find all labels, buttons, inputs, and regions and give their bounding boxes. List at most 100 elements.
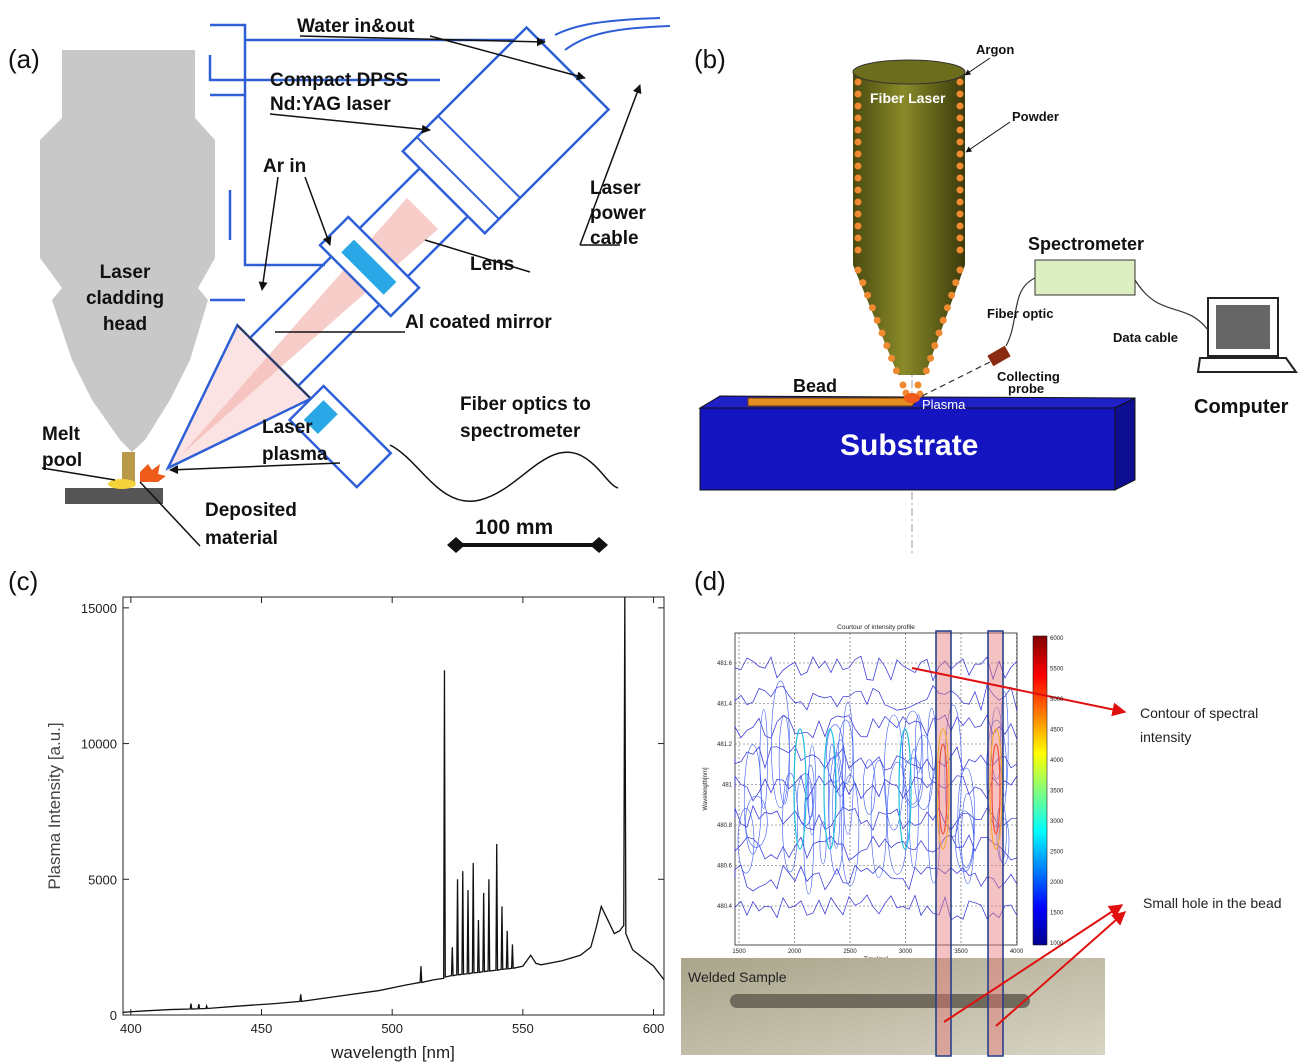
contour-y-tick: 480.4 [717,904,733,910]
panel-c: (c) Plasma Intensity [a.u.] wavelength [… [8,566,665,1062]
contour-ring [936,728,950,850]
contour-y-tick: 481.2 [717,742,733,748]
colorbar-tick: 5500 [1050,667,1064,673]
label: material [205,528,278,549]
nozzle-body [853,72,965,265]
contour-ring [915,714,922,774]
panel-d: (d) Courtour of intensity profile Time[m… [681,566,1282,1057]
colorbar-tick: 2500 [1050,850,1064,856]
colorbar-tick: 1500 [1050,911,1064,917]
contour-ring [745,795,768,848]
leaders [964,57,1011,153]
powder-dot [854,234,862,242]
powder-dot [956,126,964,134]
powder-dot [854,114,862,122]
arrows [911,667,1127,1027]
sample-label: Welded Sample [688,969,787,985]
label: head [103,314,147,335]
y-tick-label: 0 [110,1008,117,1023]
line-shape [41,467,116,481]
label: probe [1008,381,1044,396]
label: Fiber Laser [870,90,946,106]
powder-dot [854,162,862,170]
highlight [935,630,952,1057]
label: spectrometer [460,421,581,442]
contour-ring [778,714,790,805]
x-tick-label: 600 [643,1021,665,1036]
panel-label: (b) [694,44,726,74]
powder-dot [956,114,964,122]
powder-dot [956,78,964,86]
colorbar-tick: 4500 [1050,728,1064,734]
label: cable [590,228,639,249]
label: Fiber optic [987,306,1053,321]
contour-y-tick: 481.4 [717,702,733,708]
x-axis-label: wavelength [nm] [330,1043,455,1062]
contour-line [734,745,1018,772]
contour-ring [862,759,876,815]
powder-dot [956,174,964,182]
label: Nd:YAG laser [270,94,391,115]
powder-dot [956,90,964,98]
contour-ring [823,728,837,850]
y-axis-label: Plasma Intensity [a.u.] [45,722,64,889]
contour-ring [913,735,934,810]
contour-line [734,894,1018,921]
powder-dot [956,222,964,230]
powder-dot [956,198,964,206]
label: Deposited [205,500,297,521]
contour-y-label: Wavelength[nm] [703,767,709,810]
powder-dot [899,381,907,389]
contour-ring [832,763,841,849]
powder-dot [854,78,862,86]
contour-y-tick: 480.8 [717,823,733,829]
brackets [208,23,545,302]
powder-dot [939,316,947,324]
label: Laser [262,417,313,438]
label: Al coated mirror [405,312,552,333]
label: Substrate [840,429,978,462]
cables [917,277,1209,399]
powder-dot [927,354,935,362]
powder-dot [956,266,964,274]
label: Computer [1194,396,1289,418]
line-shape [299,35,546,47]
powder-dot [956,186,964,194]
colorbar-tick: 1000 [1050,941,1064,947]
powder-dot [888,354,896,362]
colorbar-tick: 6000 [1050,636,1064,642]
label: Plasma [922,397,966,412]
contour-ring [806,764,815,818]
colorbar-tick: 5000 [1050,697,1064,703]
path-shape [210,23,325,267]
contour-ring [759,709,768,809]
highlight [987,630,1004,1057]
powder-dot [922,367,930,375]
powder-dot [956,210,964,218]
contour-y-tick: 480.6 [717,864,733,870]
path-shape [208,55,440,82]
powder-dot [854,198,862,206]
panel-label: (d) [694,566,726,596]
label: pool [42,450,82,471]
powder-dot [943,304,951,312]
path-shape [1134,279,1209,331]
powder-dot [854,222,862,230]
label: Lens [470,254,514,275]
contours [734,655,1018,921]
powder-dot [868,304,876,312]
powder-dot [956,138,964,146]
label: cladding [86,288,164,309]
scale-label: 100 mm [475,516,553,539]
powder-dot [878,329,886,337]
line-shape [236,324,312,400]
powder-dot [854,150,862,158]
contour-y-tick: 481.6 [717,661,733,667]
plasma [904,393,920,403]
contour-x-tick: 2500 [843,949,857,955]
contour-ring [870,760,887,878]
contour-ring [1000,691,1009,796]
label: Melt [42,424,81,445]
rect-shape [341,239,397,295]
line-shape [965,121,1011,153]
